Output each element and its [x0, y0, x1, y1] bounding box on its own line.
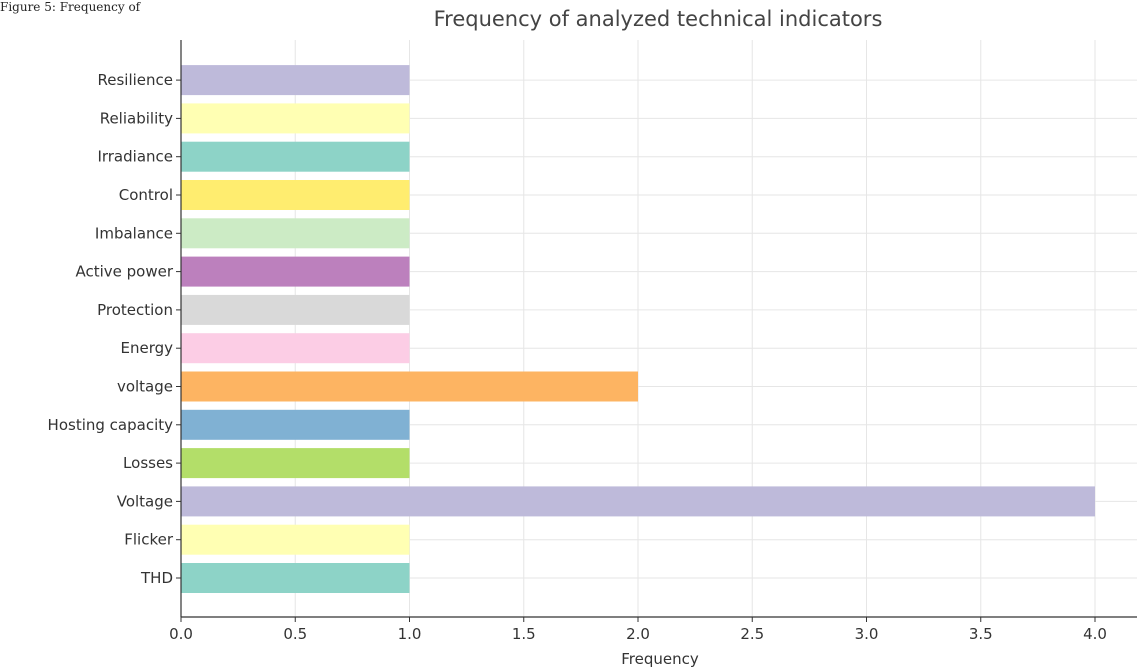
y-tick-label: Irradiance	[97, 148, 173, 166]
y-tick-label: Losses	[123, 454, 173, 472]
y-tick-label: Reliability	[100, 109, 173, 127]
bar-reliability	[181, 103, 410, 134]
bar-flicker	[181, 524, 410, 555]
y-tick-label: Active power	[75, 263, 173, 281]
y-tick-label: Imbalance	[95, 224, 173, 242]
y-tick-label: Control	[119, 186, 173, 204]
y-tick-label: Flicker	[124, 531, 174, 549]
y-tick-label: Energy	[120, 339, 173, 357]
figure-caption: Figure 5: Frequency of	[0, 0, 141, 14]
x-tick-label: 2.5	[740, 625, 764, 643]
x-tick-label: 0.5	[283, 625, 307, 643]
x-tick-label: 1.5	[512, 625, 536, 643]
x-tick-label: 4.0	[1083, 625, 1107, 643]
bar-voltage	[181, 371, 638, 402]
x-tick-label: 3.5	[969, 625, 993, 643]
chart-title: Frequency of analyzed technical indicato…	[434, 7, 883, 31]
x-tick-label: 3.0	[855, 625, 879, 643]
axes	[176, 40, 1137, 622]
bar-hosting-capacity	[181, 409, 410, 440]
bar-protection	[181, 294, 410, 325]
bar-resilience	[181, 65, 410, 96]
y-tick-label: Resilience	[97, 71, 173, 89]
bar-losses	[181, 448, 410, 479]
bar-voltage	[181, 486, 1095, 517]
y-tick-label: voltage	[117, 378, 173, 396]
x-tick-label: 1.0	[398, 625, 422, 643]
bar-active-power	[181, 256, 410, 287]
y-tick-label: Protection	[97, 301, 173, 319]
bar-imbalance	[181, 218, 410, 249]
x-tick-label: 2.0	[626, 625, 650, 643]
x-tick-label: 0.0	[169, 625, 193, 643]
bar-irradiance	[181, 141, 410, 172]
y-tick-label: Voltage	[117, 492, 173, 510]
bar-thd	[181, 563, 410, 593]
y-tick-label: THD	[140, 569, 173, 587]
tick-labels: 0.0 0.5 1.0 1.5 2.0 2.5 3.0 3.5 4.0 THD Flicker Vol…	[48, 71, 1107, 643]
bar-control	[181, 180, 410, 210]
y-tick-label: Hosting capacity	[48, 416, 174, 434]
bar-energy	[181, 333, 410, 364]
x-axis-label: Frequency	[621, 650, 699, 668]
bars	[181, 65, 1095, 593]
